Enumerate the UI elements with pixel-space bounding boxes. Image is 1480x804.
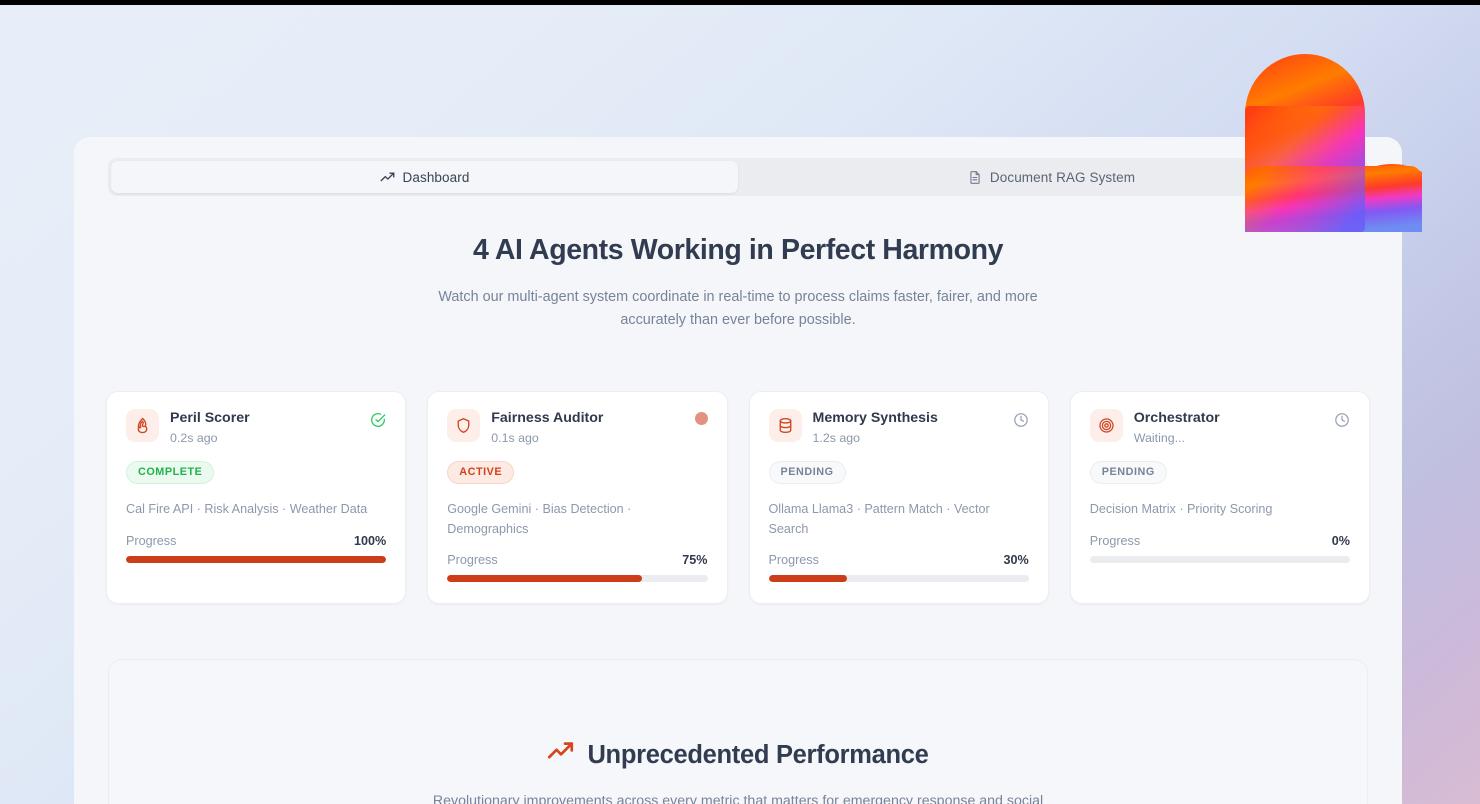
card-header: Peril Scorer 0.2s ago xyxy=(126,409,386,445)
progress-row: Progress 75% xyxy=(447,553,707,567)
hero-section: 4 AI Agents Working in Perfect Harmony W… xyxy=(74,233,1402,332)
performance-subtitle: Revolutionary improvements across every … xyxy=(432,793,1044,804)
progress-label: Progress xyxy=(126,533,177,548)
agent-timestamp: 0.1s ago xyxy=(491,431,539,446)
card-header: Orchestrator Waiting... xyxy=(1089,409,1350,445)
status-badge: ACTIVE xyxy=(447,461,515,485)
trending-up-icon xyxy=(380,170,395,185)
card-header: Fairness Auditor 0.1s ago xyxy=(447,409,708,445)
target-icon xyxy=(1089,409,1123,442)
heart-logo xyxy=(1237,46,1430,242)
card-titles: Orchestrator Waiting... xyxy=(1134,409,1323,445)
progress-track xyxy=(1089,555,1350,563)
agent-tech-list: Ollama Llama3 · Pattern Match · Vector S… xyxy=(768,502,990,536)
progress-fill xyxy=(768,575,847,583)
agent-name: Memory Synthesis xyxy=(812,410,938,426)
app-panel: Dashboard Document RAG System 4 AI Agent… xyxy=(74,137,1402,804)
agent-tech-list: Decision Matrix · Priority Scoring xyxy=(1089,502,1273,517)
heart-logo-svg xyxy=(1245,54,1422,232)
progress-value: 0% xyxy=(1331,533,1350,548)
tab-document-rag-system[interactable]: Document RAG System xyxy=(738,161,1365,193)
clock-icon xyxy=(1334,409,1350,433)
document-icon xyxy=(968,170,982,185)
card-titles: Peril Scorer 0.2s ago xyxy=(170,409,359,445)
card-header: Memory Synthesis 1.2s ago xyxy=(768,409,1029,445)
status-badge: COMPLETE xyxy=(126,461,215,485)
agent-name: Peril Scorer xyxy=(170,410,250,426)
agent-card-grid: Peril Scorer 0.2s ago COMPLETE Cal Fire … xyxy=(106,391,1370,605)
agent-card-fairness-auditor[interactable]: Fairness Auditor 0.1s ago ACTIVE Google … xyxy=(427,391,728,605)
progress-label: Progress xyxy=(1089,533,1141,548)
agent-timestamp: 1.2s ago xyxy=(812,431,861,446)
progress-value: 75% xyxy=(682,553,708,568)
progress-value: 30% xyxy=(1003,553,1029,568)
agent-timestamp: Waiting... xyxy=(1133,431,1185,446)
check-circle-icon xyxy=(370,409,386,433)
shield-icon xyxy=(447,409,481,442)
progress-row: Progress 100% xyxy=(126,534,386,548)
agent-name: Fairness Auditor xyxy=(491,410,604,426)
card-titles: Fairness Auditor 0.1s ago xyxy=(491,409,683,445)
progress-label: Progress xyxy=(768,553,819,568)
progress-row: Progress 0% xyxy=(1090,534,1350,548)
tab-strip: Dashboard Document RAG System xyxy=(108,158,1368,196)
progress-label: Progress xyxy=(447,553,498,568)
tab-dashboard[interactable]: Dashboard xyxy=(111,161,738,193)
clock-icon xyxy=(1013,409,1029,433)
flame-icon xyxy=(126,409,159,442)
status-badge: PENDING xyxy=(1089,461,1167,485)
tab-dashboard-label: Dashboard xyxy=(402,169,470,185)
pulse-dot-icon xyxy=(694,409,708,425)
card-titles: Memory Synthesis 1.2s ago xyxy=(813,409,1002,445)
performance-section: Unprecedented Performance Revolutionary … xyxy=(108,659,1368,804)
hero-subtitle: Watch our multi-agent system coordinate … xyxy=(438,289,1038,328)
agent-tech-list: Google Gemini · Bias Detection · Demogra… xyxy=(447,502,632,536)
agent-name: Orchestrator xyxy=(1133,410,1220,426)
performance-title-row: Unprecedented Performance xyxy=(109,738,1367,772)
database-icon xyxy=(768,409,802,442)
progress-fill xyxy=(126,555,387,563)
agent-card-orchestrator[interactable]: Orchestrator Waiting... PENDING Decision… xyxy=(1069,391,1370,605)
window-top-strip xyxy=(0,0,1480,5)
progress-track xyxy=(126,555,387,563)
agent-timestamp: 0.2s ago xyxy=(170,431,218,446)
progress-track xyxy=(447,575,708,583)
page-title: 4 AI Agents Working in Perfect Harmony xyxy=(472,234,1004,266)
progress-row: Progress 30% xyxy=(769,553,1029,567)
status-badge: PENDING xyxy=(768,461,846,485)
performance-title: Unprecedented Performance xyxy=(587,740,929,769)
agent-card-memory-synthesis[interactable]: Memory Synthesis 1.2s ago PENDING Ollama… xyxy=(748,391,1049,605)
agent-tech-list: Cal Fire API · Risk Analysis · Weather D… xyxy=(126,502,368,517)
tab-document-rag-system-label: Document RAG System xyxy=(989,169,1136,185)
agent-card-peril-scorer[interactable]: Peril Scorer 0.2s ago COMPLETE Cal Fire … xyxy=(106,391,407,605)
progress-fill xyxy=(447,575,643,583)
trending-up-icon xyxy=(547,738,574,772)
progress-track xyxy=(768,575,1029,583)
progress-value: 100% xyxy=(354,533,387,548)
